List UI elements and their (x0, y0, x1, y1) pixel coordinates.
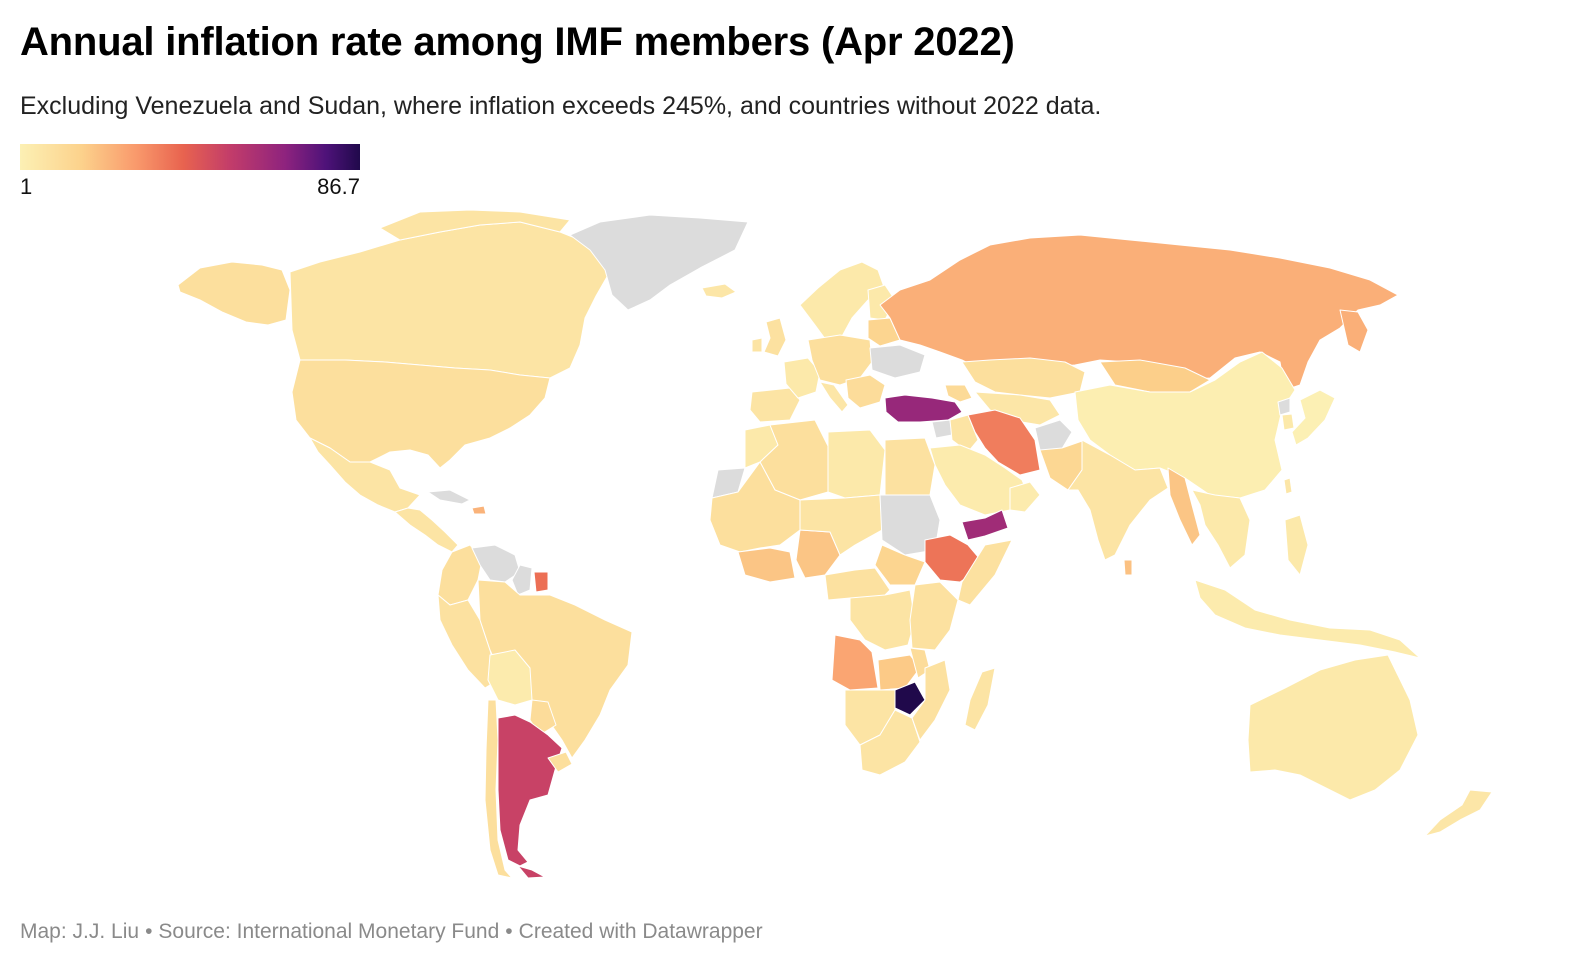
world-map-svg (177, 209, 1493, 879)
legend-gradient-bar (20, 144, 360, 170)
country-italy[interactable] (819, 381, 849, 413)
country-turkey[interactable] (884, 394, 963, 423)
country-canada-arctic[interactable] (379, 209, 571, 241)
country-greenland[interactable] (569, 214, 749, 311)
country-syria[interactable] (931, 419, 953, 439)
chart-footer: Map: J.J. Liu • Source: International Mone… (20, 920, 763, 944)
country-alaska[interactable] (177, 261, 291, 326)
country-zambia[interactable] (877, 654, 921, 691)
country-russia-east[interactable] (1339, 309, 1369, 353)
country-taiwan[interactable] (1283, 477, 1293, 495)
country-caucasus[interactable] (944, 384, 973, 403)
country-belarus-baltics[interactable] (867, 317, 901, 347)
country-yemen[interactable] (961, 509, 1009, 541)
country-bolivia[interactable] (487, 649, 533, 706)
country-east-africa[interactable] (909, 581, 959, 651)
country-uruguay[interactable] (547, 751, 573, 773)
country-philippines[interactable] (1284, 514, 1309, 576)
country-angola[interactable] (831, 634, 879, 691)
country-west-africa[interactable] (709, 461, 801, 553)
country-new-zealand[interactable] (1424, 789, 1493, 837)
country-oman[interactable] (1009, 481, 1041, 513)
country-iran[interactable] (967, 409, 1041, 476)
country-japan[interactable] (1291, 389, 1336, 446)
footer-separator: • (145, 920, 153, 943)
country-uk[interactable] (763, 317, 787, 357)
country-mongolia[interactable] (1099, 359, 1211, 393)
country-cuba[interactable] (427, 489, 471, 505)
country-indonesia[interactable] (1194, 579, 1421, 659)
country-south-korea[interactable] (1281, 413, 1295, 431)
country-north-korea[interactable] (1277, 397, 1291, 416)
country-guyana[interactable] (511, 564, 533, 596)
map-credit: Map: J.J. Liu (20, 920, 140, 943)
country-argentina[interactable] (497, 714, 563, 867)
country-australia[interactable] (1247, 654, 1419, 801)
country-ireland[interactable] (751, 337, 763, 353)
legend-min-label: 1 (20, 174, 33, 199)
country-ukraine[interactable] (869, 344, 926, 379)
footer-separator: • (505, 920, 513, 943)
country-mozambique[interactable] (911, 659, 951, 741)
country-sri-lanka[interactable] (1123, 559, 1133, 576)
country-haiti[interactable] (471, 505, 487, 515)
source-credit: Source: International Monetary Fund (158, 920, 500, 943)
country-iceland[interactable] (701, 283, 737, 299)
chart-title: Annual inflation rate among IMF members … (20, 20, 1015, 64)
country-iraq[interactable] (949, 414, 979, 453)
color-legend: 1 86.7 (20, 144, 360, 199)
country-ghana-ivory[interactable] (737, 547, 796, 583)
chart-subtitle: Excluding Venezuela and Sudan, where inf… (20, 92, 1102, 120)
country-myanmar[interactable] (1167, 467, 1201, 546)
country-central-america[interactable] (394, 507, 459, 553)
country-afghanistan[interactable] (1034, 419, 1073, 453)
country-venezuela[interactable] (471, 544, 521, 583)
world-map (0, 205, 1572, 895)
country-se-asia-mainland[interactable] (1191, 489, 1251, 569)
country-egypt[interactable] (884, 437, 936, 496)
country-india[interactable] (1067, 439, 1169, 561)
country-chad-niger[interactable] (799, 494, 883, 556)
country-somalia[interactable] (957, 539, 1013, 606)
country-libya[interactable] (827, 429, 886, 499)
legend-max-label: 86.7 (317, 174, 360, 199)
country-madagascar[interactable] (964, 667, 996, 731)
country-suriname[interactable] (533, 571, 549, 593)
country-dr-congo[interactable] (849, 589, 916, 651)
country-france[interactable] (783, 357, 821, 399)
country-south-africa[interactable] (859, 709, 921, 776)
country-canada[interactable] (289, 221, 613, 379)
created-with-credit[interactable]: Created with Datawrapper (518, 920, 763, 943)
country-balkans[interactable] (845, 374, 886, 409)
country-argentina-tdf[interactable] (517, 865, 546, 879)
country-spain[interactable] (749, 387, 801, 423)
